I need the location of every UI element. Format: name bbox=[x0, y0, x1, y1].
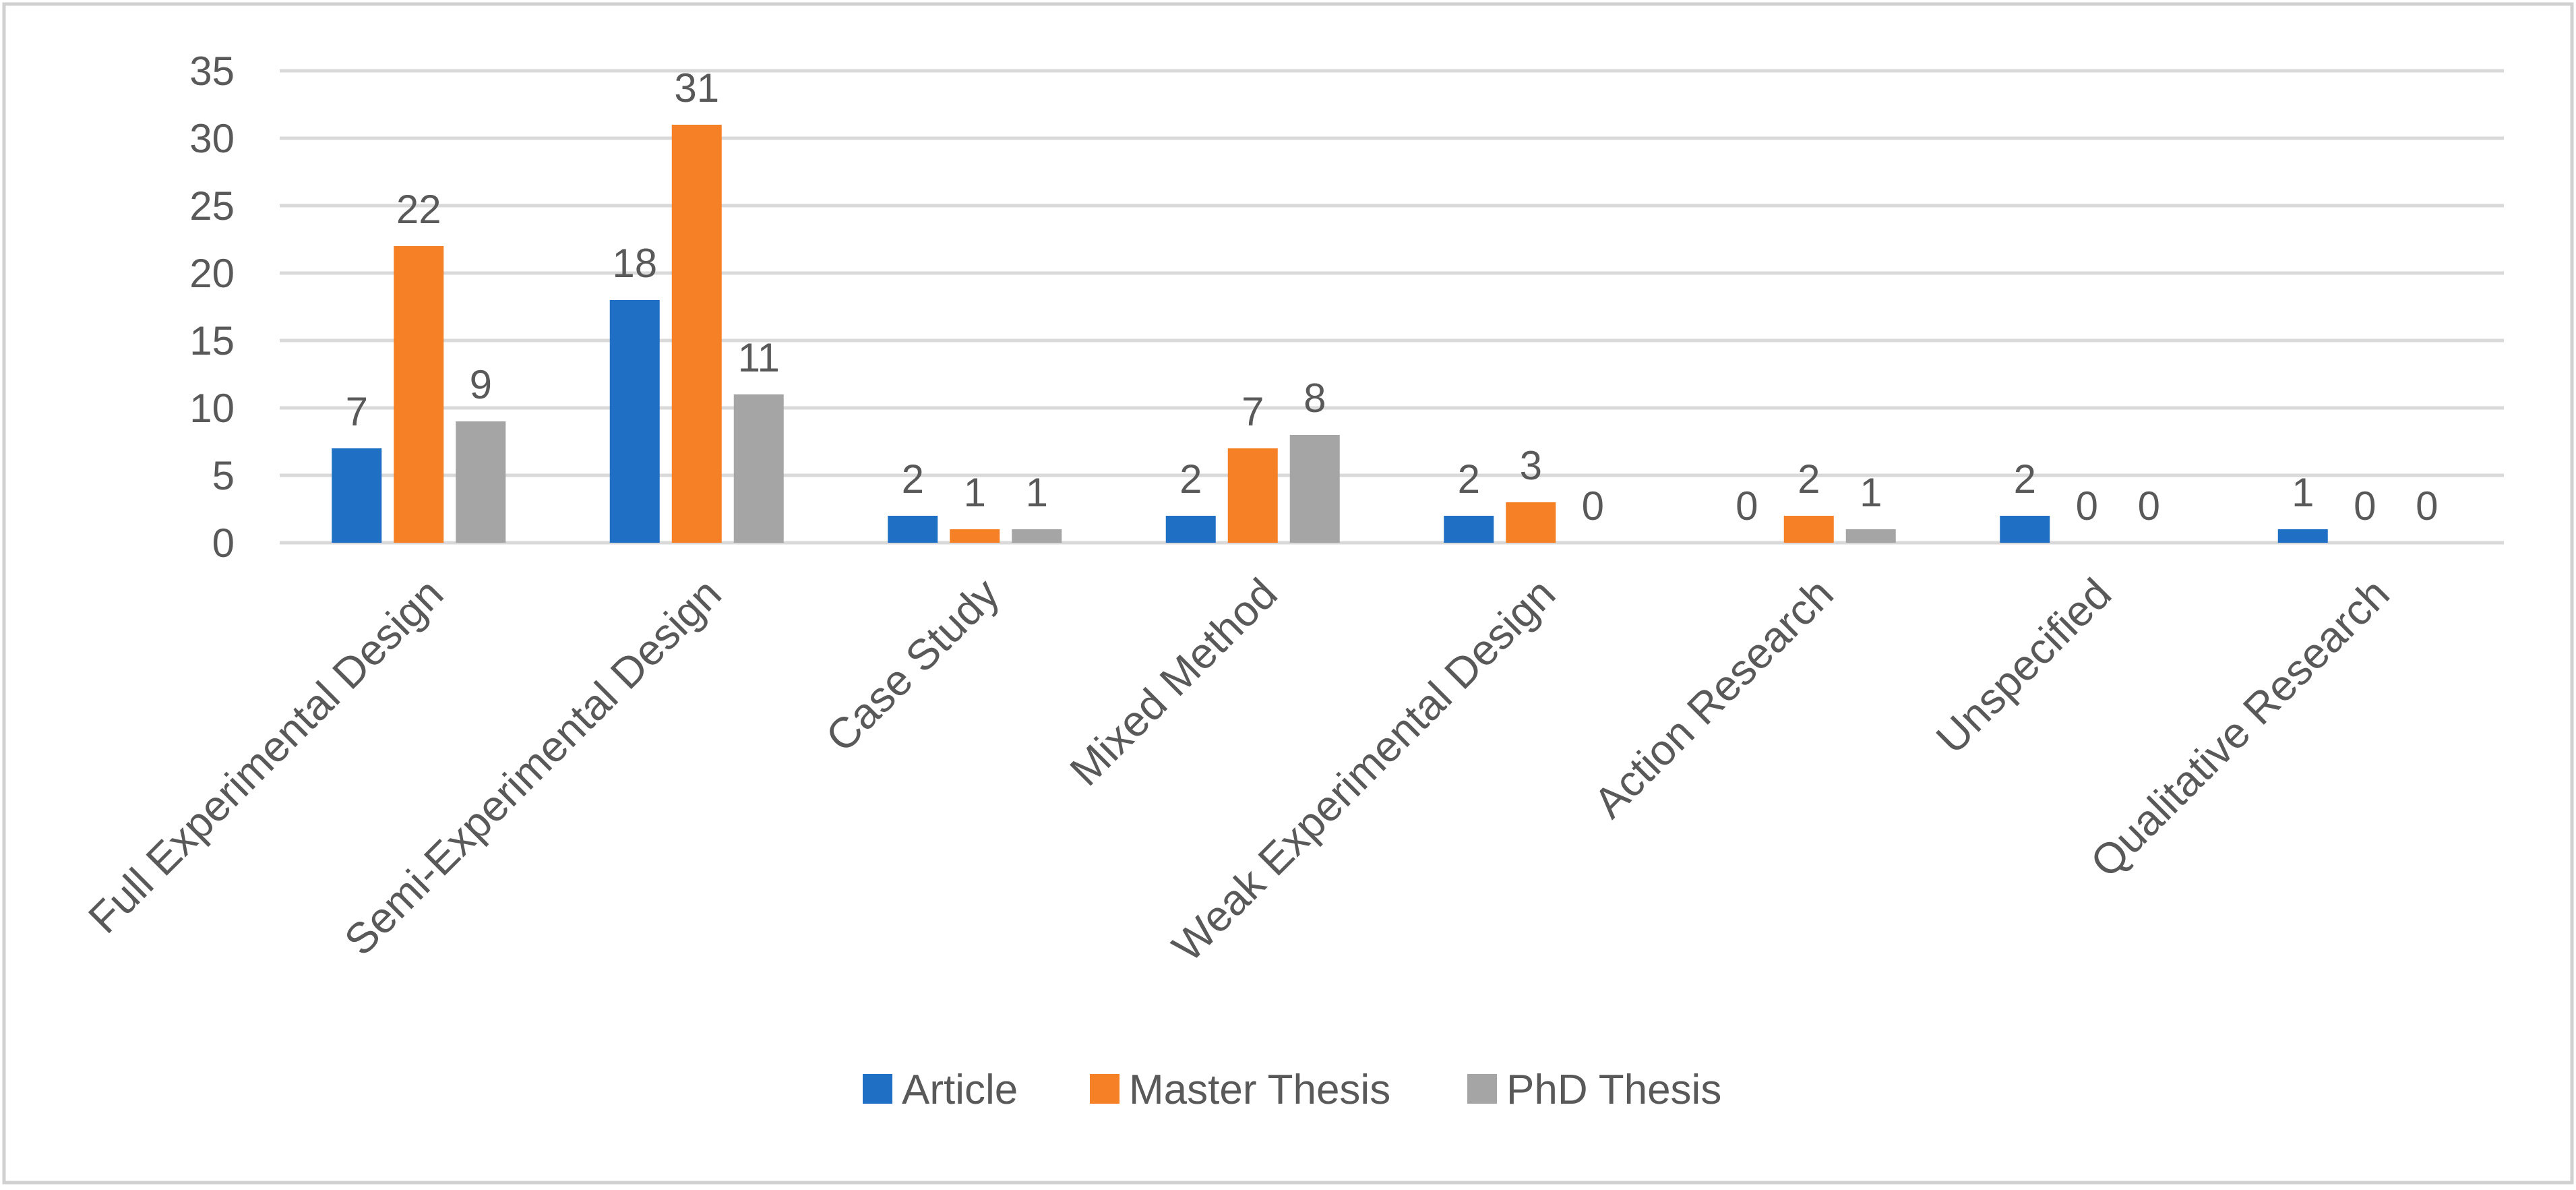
legend-label: Article bbox=[902, 1067, 1018, 1113]
data-label: 9 bbox=[470, 362, 492, 407]
data-label: 0 bbox=[2416, 483, 2438, 529]
bar-phd-thesis bbox=[1012, 529, 1062, 543]
data-label: 2 bbox=[902, 456, 924, 502]
bar-phd-thesis bbox=[1845, 529, 1896, 543]
bar-master-thesis bbox=[1227, 448, 1278, 543]
data-label: 22 bbox=[396, 187, 441, 232]
data-label: 0 bbox=[1582, 483, 1604, 529]
data-label: 2 bbox=[2014, 456, 2036, 502]
bar-master-thesis bbox=[950, 529, 1000, 543]
bar-phd-thesis bbox=[456, 421, 506, 543]
bar-phd-thesis bbox=[733, 394, 784, 543]
data-label: 2 bbox=[1179, 456, 1202, 502]
data-label: 0 bbox=[2138, 483, 2160, 529]
y-axis-ticks: 0 5 10 15 20 25 30 35 bbox=[189, 49, 235, 566]
data-label: 1 bbox=[2292, 470, 2314, 515]
y-tick-label: 0 bbox=[212, 520, 235, 566]
data-label: 18 bbox=[612, 241, 657, 286]
y-tick-label: 15 bbox=[189, 318, 235, 363]
bar-article bbox=[2277, 529, 2328, 543]
y-tick-label: 30 bbox=[189, 116, 235, 161]
data-label: 7 bbox=[346, 389, 368, 434]
bar-article bbox=[332, 448, 382, 543]
data-label: 0 bbox=[2076, 483, 2098, 529]
y-tick-label: 10 bbox=[189, 386, 235, 431]
y-tick-label: 5 bbox=[212, 453, 235, 498]
data-label: 8 bbox=[1304, 376, 1326, 421]
bar-article bbox=[1444, 516, 1494, 543]
bar-master-thesis bbox=[1783, 516, 1834, 543]
data-label: 7 bbox=[1241, 389, 1264, 434]
y-tick-label: 20 bbox=[189, 251, 235, 296]
bar-article bbox=[1165, 516, 1216, 543]
bar-master-thesis bbox=[1506, 502, 1556, 543]
data-label: 1 bbox=[1026, 470, 1048, 515]
data-label: 2 bbox=[1798, 456, 1820, 502]
data-label: 3 bbox=[1520, 443, 1542, 488]
data-label: 0 bbox=[2354, 483, 2376, 529]
legend-swatch bbox=[863, 1074, 892, 1104]
data-label: 1 bbox=[964, 470, 986, 515]
legend-label: Master Thesis bbox=[1129, 1067, 1390, 1113]
data-label: 1 bbox=[1860, 470, 1882, 515]
bar-phd-thesis bbox=[1289, 435, 1340, 543]
bar-article bbox=[2000, 516, 2050, 543]
y-tick-label: 25 bbox=[189, 183, 235, 229]
legend: Article Master Thesis PhD Thesis bbox=[863, 1067, 1721, 1113]
data-label: 11 bbox=[738, 335, 780, 380]
legend-swatch bbox=[1467, 1074, 1497, 1104]
bar-master-thesis bbox=[671, 125, 722, 543]
data-label: 2 bbox=[1458, 456, 1480, 502]
data-label: 31 bbox=[674, 65, 719, 111]
bar-master-thesis bbox=[394, 246, 444, 543]
bars bbox=[332, 125, 2328, 543]
bar-article bbox=[888, 516, 938, 543]
bar-article bbox=[609, 300, 660, 543]
legend-label: PhD Thesis bbox=[1506, 1067, 1721, 1113]
legend-swatch bbox=[1090, 1074, 1120, 1104]
y-tick-label: 35 bbox=[189, 49, 235, 94]
data-label: 0 bbox=[1736, 483, 1758, 529]
